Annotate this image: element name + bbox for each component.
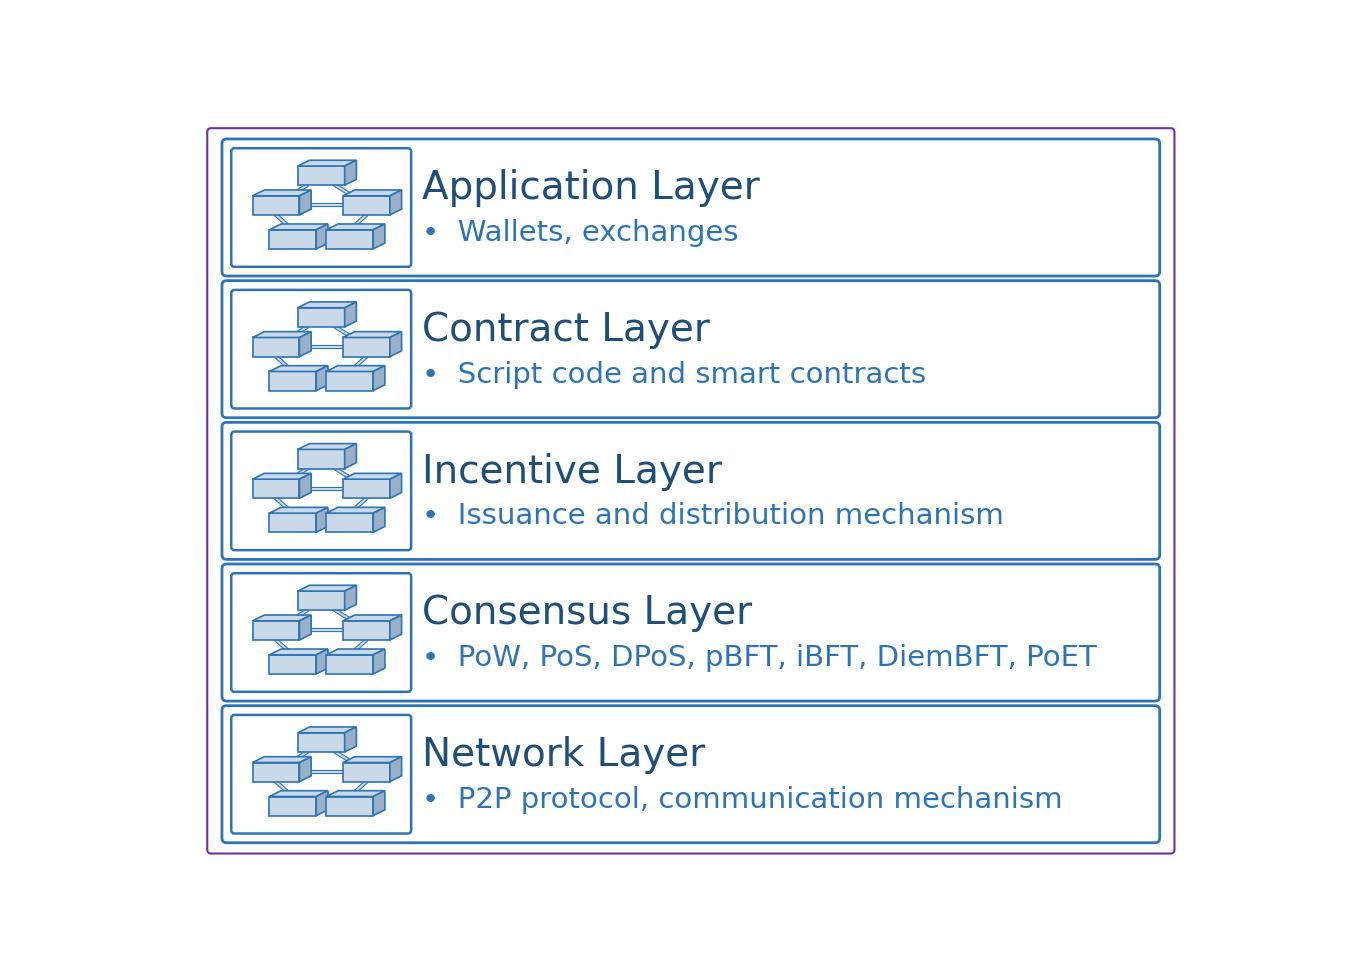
Text: •  Script code and smart contracts: • Script code and smart contracts: [422, 361, 926, 389]
Polygon shape: [342, 473, 402, 479]
Text: Contract Layer: Contract Layer: [422, 311, 710, 349]
Polygon shape: [252, 473, 311, 479]
Polygon shape: [326, 224, 386, 229]
Polygon shape: [299, 331, 311, 357]
FancyBboxPatch shape: [232, 148, 411, 266]
Polygon shape: [252, 331, 311, 337]
FancyBboxPatch shape: [222, 139, 1159, 276]
FancyBboxPatch shape: [232, 715, 411, 834]
Text: •  Issuance and distribution mechanism: • Issuance and distribution mechanism: [422, 503, 1004, 531]
Polygon shape: [299, 473, 311, 499]
Polygon shape: [345, 585, 356, 610]
Polygon shape: [342, 195, 390, 215]
Polygon shape: [390, 757, 402, 781]
Polygon shape: [373, 649, 386, 674]
Polygon shape: [299, 757, 311, 781]
Polygon shape: [252, 757, 311, 762]
Polygon shape: [270, 229, 317, 249]
FancyBboxPatch shape: [232, 432, 411, 550]
Polygon shape: [373, 224, 386, 249]
Text: Application Layer: Application Layer: [422, 169, 760, 207]
Polygon shape: [252, 195, 299, 215]
Polygon shape: [270, 365, 328, 371]
Polygon shape: [298, 585, 356, 591]
Polygon shape: [390, 190, 402, 215]
Text: •  P2P protocol, communication mechanism: • P2P protocol, communication mechanism: [422, 785, 1062, 814]
Polygon shape: [252, 762, 299, 781]
Polygon shape: [298, 160, 356, 166]
Polygon shape: [373, 507, 386, 533]
Polygon shape: [298, 727, 356, 733]
Polygon shape: [390, 615, 402, 640]
Polygon shape: [270, 649, 328, 655]
Polygon shape: [345, 443, 356, 469]
Polygon shape: [345, 302, 356, 327]
Polygon shape: [342, 479, 390, 499]
Polygon shape: [317, 649, 328, 674]
Polygon shape: [252, 190, 311, 195]
Text: Incentive Layer: Incentive Layer: [422, 453, 723, 491]
Polygon shape: [252, 337, 299, 357]
Polygon shape: [326, 655, 373, 674]
Polygon shape: [326, 507, 386, 513]
Polygon shape: [342, 762, 390, 781]
Text: •  PoW, PoS, DPoS, pBFT, iBFT, DiemBFT, PoET: • PoW, PoS, DPoS, pBFT, iBFT, DiemBFT, P…: [422, 644, 1097, 672]
FancyBboxPatch shape: [222, 706, 1159, 843]
Polygon shape: [326, 790, 386, 796]
Polygon shape: [252, 615, 311, 621]
Polygon shape: [342, 190, 402, 195]
Polygon shape: [342, 615, 402, 621]
FancyBboxPatch shape: [222, 422, 1159, 560]
Polygon shape: [326, 513, 373, 533]
Polygon shape: [298, 591, 345, 610]
Polygon shape: [252, 621, 299, 640]
FancyBboxPatch shape: [232, 290, 411, 408]
Polygon shape: [345, 160, 356, 186]
Polygon shape: [298, 302, 356, 308]
Polygon shape: [298, 449, 345, 469]
Text: •  Wallets, exchanges: • Wallets, exchanges: [422, 219, 739, 247]
Polygon shape: [298, 443, 356, 449]
Polygon shape: [326, 365, 386, 371]
Polygon shape: [390, 473, 402, 499]
Polygon shape: [345, 727, 356, 752]
Polygon shape: [298, 733, 345, 752]
Polygon shape: [342, 331, 402, 337]
Text: Network Layer: Network Layer: [422, 736, 705, 774]
Polygon shape: [270, 224, 328, 229]
Polygon shape: [342, 757, 402, 762]
Polygon shape: [298, 166, 345, 186]
Polygon shape: [326, 371, 373, 391]
FancyBboxPatch shape: [222, 564, 1159, 701]
Polygon shape: [252, 479, 299, 499]
Polygon shape: [317, 790, 328, 816]
Polygon shape: [270, 513, 317, 533]
Polygon shape: [317, 365, 328, 391]
Polygon shape: [373, 365, 386, 391]
Polygon shape: [373, 790, 386, 816]
FancyBboxPatch shape: [232, 573, 411, 692]
Polygon shape: [326, 229, 373, 249]
Polygon shape: [342, 621, 390, 640]
Polygon shape: [317, 224, 328, 249]
Polygon shape: [270, 507, 328, 513]
Polygon shape: [326, 796, 373, 816]
Polygon shape: [270, 371, 317, 391]
Polygon shape: [299, 615, 311, 640]
Polygon shape: [317, 507, 328, 533]
Polygon shape: [390, 331, 402, 357]
FancyBboxPatch shape: [222, 281, 1159, 418]
Polygon shape: [299, 190, 311, 215]
Polygon shape: [326, 649, 386, 655]
Text: Consensus Layer: Consensus Layer: [422, 594, 752, 633]
Polygon shape: [270, 796, 317, 816]
Polygon shape: [270, 655, 317, 674]
Polygon shape: [342, 337, 390, 357]
Polygon shape: [270, 790, 328, 796]
Polygon shape: [298, 308, 345, 327]
FancyBboxPatch shape: [208, 128, 1174, 853]
